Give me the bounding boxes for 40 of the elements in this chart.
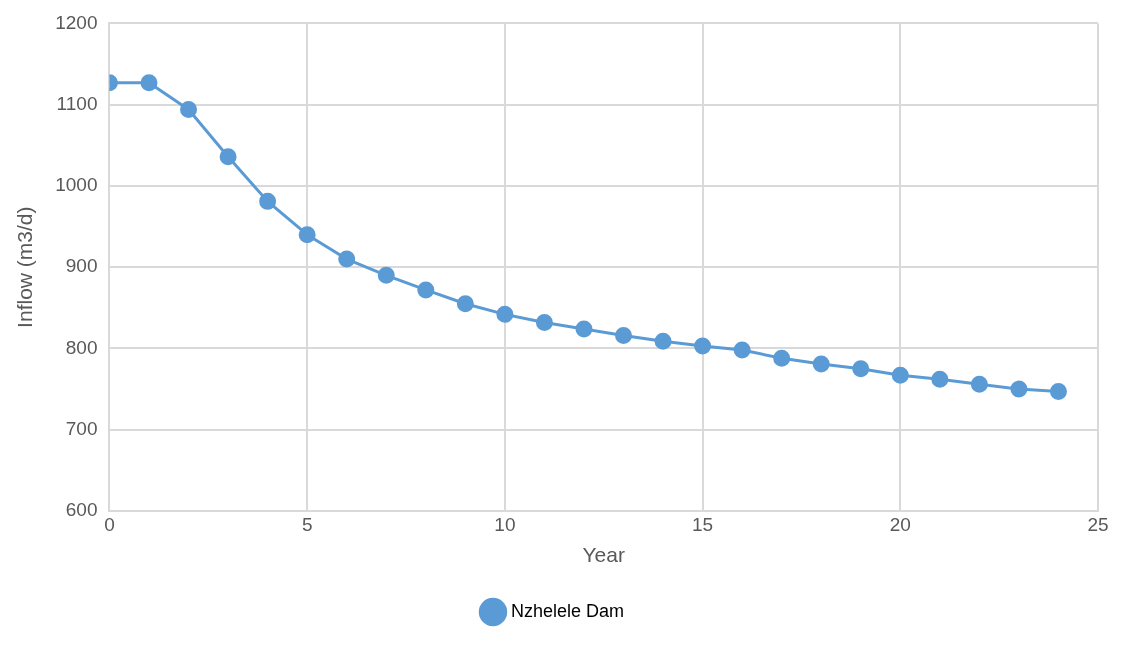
point — [654, 332, 672, 350]
point — [377, 266, 395, 284]
point — [575, 320, 593, 338]
point — [773, 349, 791, 367]
y-tick-label: 800 — [65, 336, 98, 358]
x-tick-label: 10 — [494, 513, 516, 535]
point — [456, 295, 474, 313]
x-tick-label: 0 — [104, 513, 115, 535]
point — [931, 370, 949, 388]
point — [615, 326, 632, 344]
x-tick-label: 25 — [1087, 513, 1109, 535]
x-tick-label: 15 — [692, 513, 714, 535]
y-tick-label: 900 — [65, 255, 98, 277]
point — [812, 355, 830, 373]
y-tick-label: 600 — [65, 499, 98, 521]
point — [298, 226, 316, 244]
point — [417, 281, 435, 299]
y-tick-label: 1100 — [56, 92, 98, 114]
point — [1010, 380, 1028, 398]
x-tick-label: 5 — [301, 513, 313, 535]
y-tick-label: 1200 — [55, 11, 98, 33]
y-axis-title: Inflow (m3/d) — [13, 206, 37, 328]
x-axis-title: Year — [582, 543, 625, 567]
point — [852, 360, 870, 378]
point — [733, 341, 751, 359]
point — [891, 366, 909, 384]
point — [970, 375, 988, 393]
legend-label: Nzhelele Dam — [510, 600, 625, 621]
point — [219, 148, 237, 166]
point — [140, 74, 158, 92]
point — [1049, 383, 1067, 401]
y-tick-label: 700 — [65, 417, 98, 439]
x-tick-label: 20 — [889, 513, 911, 535]
point — [180, 101, 198, 119]
point — [259, 192, 277, 210]
point — [535, 313, 553, 331]
point — [694, 337, 712, 355]
point — [338, 250, 356, 268]
y-tick-label: 1000 — [55, 174, 98, 196]
point — [496, 305, 514, 323]
